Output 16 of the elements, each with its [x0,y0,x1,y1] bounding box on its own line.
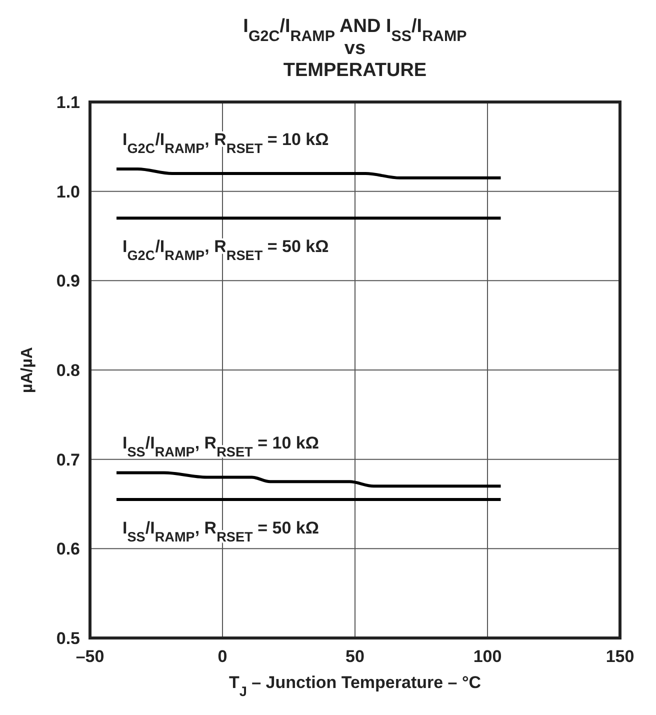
y-tick-label: 0.5 [56,629,80,648]
x-tick-label: 100 [473,647,502,666]
y-tick-label: 0.9 [56,272,80,291]
y-tick-label: 1.1 [56,93,80,112]
y-tick-label: 0.6 [56,540,80,559]
y-tick-label: 0.8 [56,361,80,380]
x-tick-label: 0 [218,647,228,666]
x-tick-label: –50 [76,647,104,666]
chart-title: I$_{G2C}$/I$_{RAMP}$ AND I$_{SS}$/I$_{RAMP}$ vs TEMPERATURE [243,16,467,81]
x-tick-label: 150 [606,647,634,666]
x-axis-title: T$_{J}$ – Junction Temperature – °C [228,673,482,698]
x-tick-label: 50 [346,647,364,666]
y-tick-label: 1.0 [56,182,80,202]
y-axis-title: µA/µA [19,346,36,393]
y-tick-label: 0.7 [56,450,80,470]
line-series [115,471,502,488]
